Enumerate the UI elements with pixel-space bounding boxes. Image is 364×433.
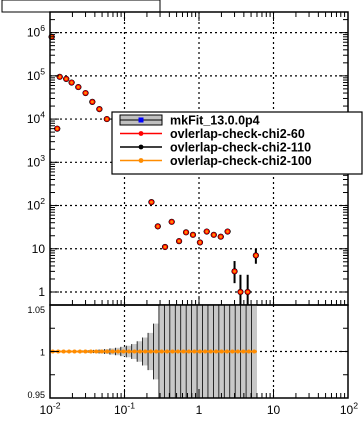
ratio-point [110,349,115,354]
legend-marker [138,158,144,163]
y-tick-label: 1 [38,285,45,299]
data-point-overlay [184,230,188,234]
ratio-point [175,349,180,354]
data-point-overlay [55,127,59,131]
ratio-point [126,349,131,354]
data-point-overlay [70,81,74,84]
data-point-overlay [84,91,87,95]
data-point-overlay [156,224,160,228]
data-point-overlay [97,107,101,111]
ratio-point [186,349,191,354]
ratio-point [121,349,126,354]
ratio-point [116,349,121,354]
ratio-point [165,349,170,354]
ratio-point [88,349,93,354]
ratio-point [154,349,159,354]
ratio-point [94,349,99,354]
data-point-overlay [150,200,153,204]
ratio-point [208,349,213,354]
ratio-point [246,349,251,354]
ratio-points [50,349,257,354]
ratio-point [99,349,104,354]
legend-marker [138,117,144,123]
data-point-overlay [226,230,229,233]
ratio-point [143,349,148,354]
data-point-overlay [90,100,94,104]
data-point-overlay [58,75,62,79]
data-point-overlay [191,233,195,237]
x-tick-labels: 10-2 10-1 1 10 102 [39,401,358,417]
ratio-point [214,349,219,354]
legend-entry-label: mkFit_13.0.0p4 [170,114,260,128]
ratio-point [105,349,110,354]
legend: mkFit_13.0.0p4ovlerlap-check-chi2-60ovle… [111,111,363,175]
ratio-point [170,349,175,354]
ratio-point [203,349,208,354]
y-tick-label: 10 [32,242,46,256]
ratio-point [230,349,235,354]
ratio-point [148,349,153,354]
ratio-point [181,349,186,354]
ratio-point [219,349,224,354]
data-point-overlay [219,235,223,239]
y-tick-label: 0.95 [27,390,45,400]
ratio-point [241,349,246,354]
data-point-overlay [254,254,258,257]
data-point-overlay [76,85,80,89]
main-axis-ticks [49,11,348,305]
data-point-overlay [177,239,181,243]
x-tick-label: 10 [267,403,281,417]
y-tick-label: 1 [40,348,45,358]
data-point-overlay [105,117,109,121]
ratio-point [197,349,202,354]
legend-entry-label: ovlerlap-check-chi2-110 [170,141,311,155]
data-point-overlay [198,241,202,244]
data-point-overlay [233,269,236,273]
main-data-points [48,33,259,305]
ratio-point [83,349,88,354]
data-point-overlay [246,290,250,294]
ratio-point [225,349,230,354]
y-tick-label: 1.05 [27,305,45,315]
data-point-overlay [163,245,167,249]
ratio-point [61,349,66,354]
data-point-overlay [205,230,209,233]
data-point-overlay [170,220,174,224]
ratio-point [192,349,197,354]
ratio-y-tick-labels: 0.95 1 1.05 [27,305,45,400]
ratio-point [77,349,82,354]
ratio-plot-frame [49,304,349,399]
ratio-point [159,349,164,354]
ratio-point [72,349,77,354]
title-box [1,0,161,13]
ratio-point [235,349,240,354]
data-point-overlay [212,233,216,237]
ratio-point [137,349,142,354]
legend-entry-label: ovlerlap-check-chi2-100 [170,154,312,168]
ratio-point [67,349,72,354]
legend-entry-label: ovlerlap-check-chi2-60 [170,127,305,141]
x-tick-label: 1 [196,403,203,417]
ratio-point [252,349,257,354]
data-point-overlay [239,290,242,294]
legend-marker [138,131,144,136]
data-point-overlay [64,77,68,81]
ratio-point [132,349,137,354]
legend-marker [138,144,144,150]
